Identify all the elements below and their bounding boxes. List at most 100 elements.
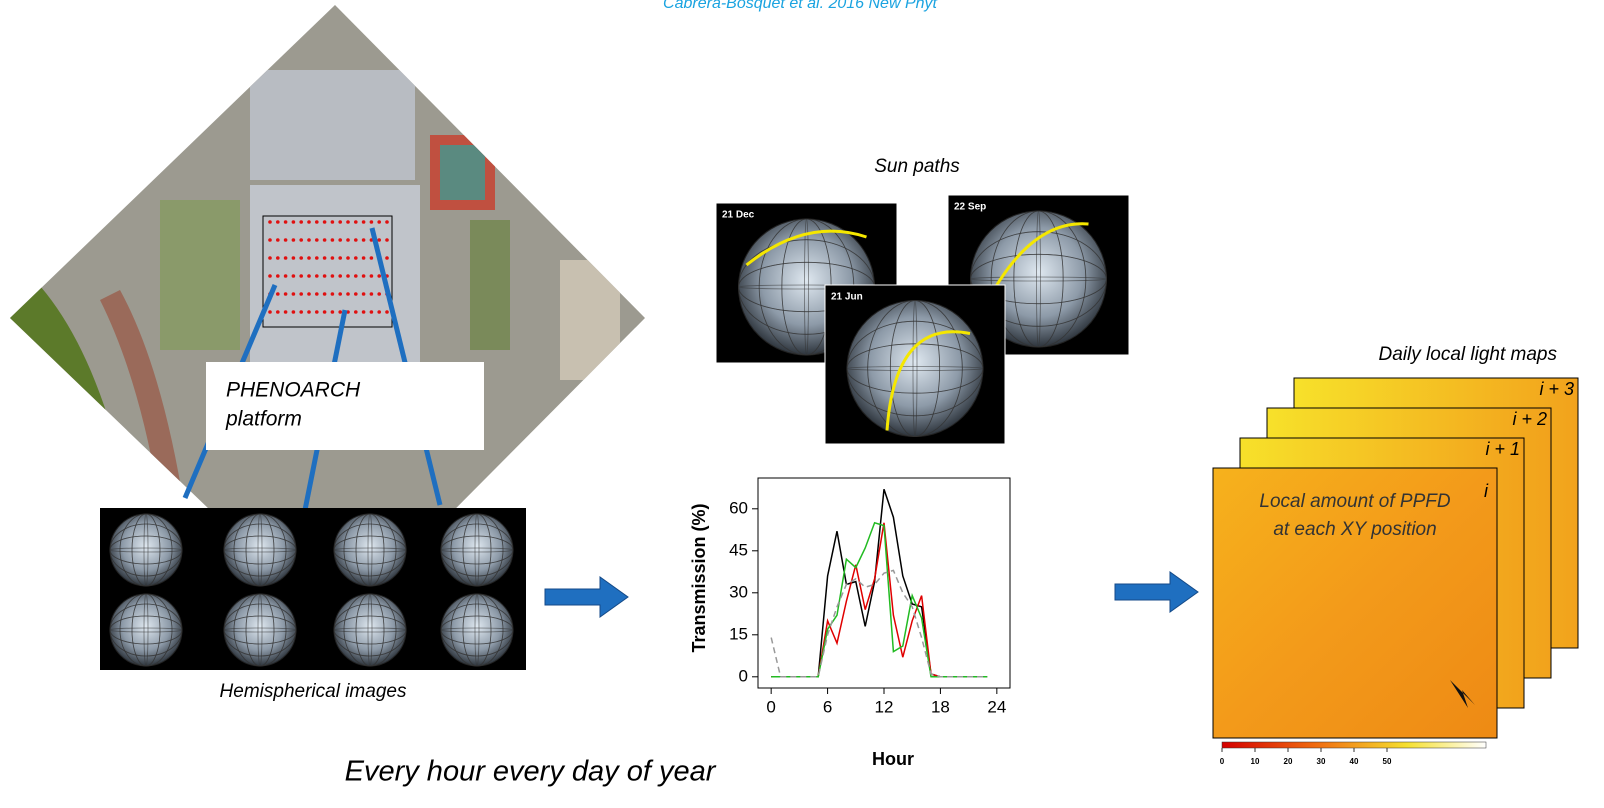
sun-path-date: 22 Sep — [954, 202, 986, 213]
fisheye — [441, 514, 513, 586]
sensor-dot — [268, 274, 272, 278]
sensor-dot — [362, 292, 366, 296]
colorbar-bar — [1222, 742, 1486, 748]
sensor-dot — [338, 292, 342, 296]
plot-frame — [758, 478, 1010, 688]
sensor-dot — [323, 220, 327, 224]
sensor-dot — [354, 238, 358, 242]
x-tick-label: 12 — [875, 697, 894, 716]
sensor-dot — [362, 220, 366, 224]
sensor-dot — [276, 274, 280, 278]
y-tick-label: 45 — [729, 540, 748, 559]
sensor-dot — [307, 292, 311, 296]
sensor-dot — [268, 256, 272, 260]
citation: Cabrera-Bosquet et al. 2016 New Phyt — [663, 0, 937, 12]
sensor-dot — [299, 292, 303, 296]
sensor-dot — [315, 256, 319, 260]
sensor-dot — [331, 274, 335, 278]
sensor-dot — [268, 310, 272, 314]
sensor-dot — [346, 238, 350, 242]
fisheye — [334, 514, 406, 586]
sensor-dot — [284, 256, 288, 260]
sensor-dot — [299, 238, 303, 242]
sensor-dot — [284, 310, 288, 314]
sensor-dot — [354, 292, 358, 296]
fisheye — [110, 514, 182, 586]
sensor-dot — [292, 310, 296, 314]
slide: Cabrera-Bosquet et al. 2016 New Phyt PHE… — [0, 0, 1604, 808]
sensor-dot — [299, 220, 303, 224]
y-axis-label: Transmission (%) — [689, 503, 709, 652]
sensor-dot — [385, 238, 389, 242]
layer-label: i + 1 — [1485, 439, 1520, 459]
sensor-dot — [377, 292, 381, 296]
sensor-dot — [385, 220, 389, 224]
sensor-dot — [362, 274, 366, 278]
x-tick-label: 0 — [766, 697, 775, 716]
sensor-dot — [354, 220, 358, 224]
sensor-dot — [370, 220, 374, 224]
sensor-dot — [377, 310, 381, 314]
layer-label: i + 2 — [1512, 409, 1547, 429]
sensor-dot — [292, 274, 296, 278]
sensor-dot — [276, 256, 280, 260]
x-tick-label: 24 — [987, 697, 1006, 716]
sensor-dot — [346, 220, 350, 224]
map-annotation: Local amount of PPFD — [1259, 491, 1450, 512]
sun-path-images: 21 Dec 22 Sep 21 Jun — [716, 195, 1129, 444]
sensor-dot — [331, 238, 335, 242]
sensor-dot — [354, 256, 358, 260]
colorbar-tick-label: 30 — [1317, 757, 1326, 766]
layer-label: i + 3 — [1539, 379, 1574, 399]
sensor-dot — [362, 256, 366, 260]
sensor-dot — [323, 292, 327, 296]
fisheye — [334, 594, 406, 666]
footer: Every hour every day of year — [345, 756, 717, 788]
arrow — [545, 577, 628, 617]
sensor-dot — [299, 274, 303, 278]
x-axis-label: Hour — [872, 749, 914, 769]
sun-path-date: 21 Dec — [722, 210, 755, 221]
sensor-dot — [331, 292, 335, 296]
sensor-dot — [346, 256, 350, 260]
sensor-dot — [354, 310, 358, 314]
sensor-dot — [292, 220, 296, 224]
sensor-dot — [307, 274, 311, 278]
sensor-dot — [354, 274, 358, 278]
transmission-chart: Hour Transmission (%) 01530456006121824 — [689, 478, 1010, 769]
sensor-dot — [315, 274, 319, 278]
sensor-dot — [276, 292, 280, 296]
platform-label: platform — [225, 408, 302, 431]
sensor-dot — [268, 220, 272, 224]
sensor-dot — [331, 256, 335, 260]
x-tick-label: 6 — [823, 697, 832, 716]
fisheye — [110, 594, 182, 666]
sensor-dot — [323, 238, 327, 242]
sensor-dot — [307, 256, 311, 260]
sensor-dot — [315, 238, 319, 242]
fisheye — [224, 594, 296, 666]
map-annotation: at each XY position — [1273, 519, 1436, 540]
sensor-dot — [331, 220, 335, 224]
sensor-dot — [385, 310, 389, 314]
sensor-dot — [268, 238, 272, 242]
platform-label-box — [206, 362, 484, 450]
sensor-dot — [370, 292, 374, 296]
sensor-dot — [307, 310, 311, 314]
sensor-dot — [276, 310, 280, 314]
sun-path-date: 21 Jun — [831, 292, 863, 303]
sensor-dot — [338, 238, 342, 242]
colorbar-tick-label: 20 — [1284, 757, 1293, 766]
y-tick-label: 0 — [739, 666, 748, 685]
sensor-dot — [284, 220, 288, 224]
x-tick-label: 18 — [931, 697, 950, 716]
colorbar-tick-label: 50 — [1383, 757, 1392, 766]
sensor-dot — [292, 238, 296, 242]
sensor-dot — [338, 256, 342, 260]
sensor-dot — [377, 238, 381, 242]
y-tick-label: 15 — [729, 624, 748, 643]
sensor-dot — [284, 292, 288, 296]
sensor-dot — [385, 256, 389, 260]
